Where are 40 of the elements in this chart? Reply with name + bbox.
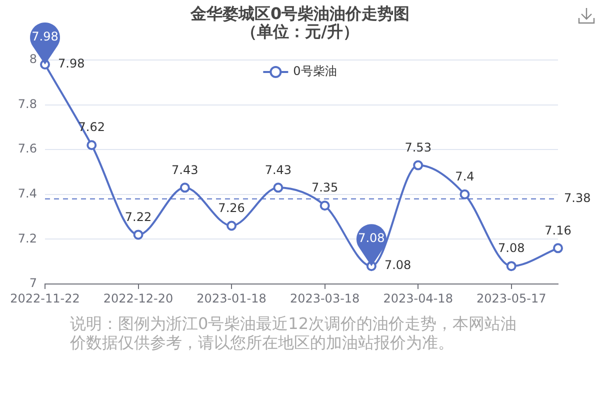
- legend-label: 0号柴油: [293, 64, 337, 78]
- data-label: 7.22: [124, 210, 152, 224]
- data-label: 7.53: [404, 140, 432, 154]
- x-tick-label: 2023-04-18: [383, 291, 453, 306]
- data-label: 7.26: [218, 200, 245, 215]
- point: [133, 230, 144, 240]
- y-tick-label: 7: [29, 276, 37, 290]
- point: [460, 189, 470, 200]
- point: [226, 220, 237, 231]
- point: [320, 200, 330, 211]
- point: [180, 182, 190, 193]
- y-tick-label: 7.6: [18, 142, 37, 156]
- data-label: 7.08: [498, 241, 525, 256]
- point: [413, 160, 424, 170]
- x-tick-label: 2023-03-18: [290, 291, 360, 306]
- x-tick-label: 2022-12-20: [103, 291, 174, 306]
- y-tick-label: 7.4: [18, 186, 37, 201]
- y-tick-label: 7.8: [18, 96, 37, 111]
- chart-title: 金华婺城区0号柴油油价走势图: [189, 4, 410, 24]
- point: [506, 261, 516, 272]
- data-label: 7.16: [544, 223, 572, 238]
- y-tick-label: 8: [29, 52, 37, 66]
- data-label: 7.43: [172, 162, 198, 177]
- annotation: 7.98: [32, 30, 58, 44]
- annotation: 7.08: [358, 231, 385, 246]
- data-label: 7.08: [384, 258, 412, 272]
- y-tick-label: 7.2: [18, 231, 37, 246]
- text: 说明：图例为浙江0号柴油最近12次调价的油价走势，本网站油价数据仅供参考，请以您所在地区的加油站报价为准。: [70, 314, 518, 352]
- chart-subtitle: （单位：元/升）: [241, 22, 359, 42]
- point: [273, 182, 284, 193]
- data-label: 7.35: [311, 180, 338, 195]
- x-tick-label: 2023-01-18: [196, 291, 266, 306]
- point: [553, 243, 563, 254]
- x-tick-label: 2022-11-22: [10, 291, 80, 306]
- data-label: 7.43: [264, 162, 292, 177]
- data-label: 7.98: [58, 56, 85, 71]
- point: [86, 140, 97, 150]
- data-label: 7.4: [455, 170, 474, 184]
- ref-line-label: 7.38: [564, 191, 591, 206]
- x-tick-label: 2023-05-17: [476, 291, 546, 306]
